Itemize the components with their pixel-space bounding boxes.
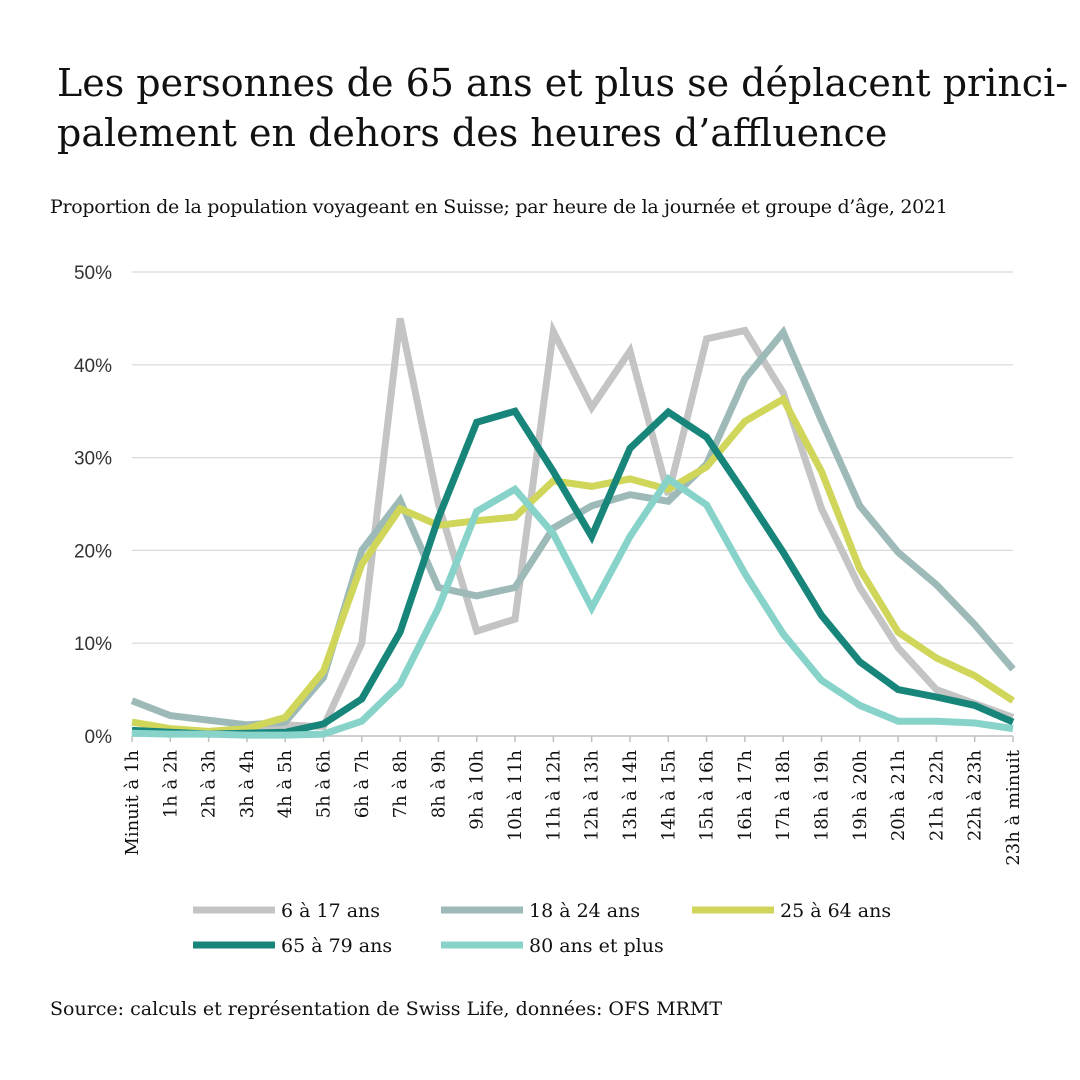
title-line-2: palement en dehors des heures d’affluenc… [57, 111, 888, 155]
grid-lines [132, 271, 1013, 644]
series-line-25-a-64-ans [131, 394, 1015, 735]
x-tick-label: 2h à 3h [199, 750, 220, 819]
x-tick-label: 5h à 6h [314, 750, 335, 819]
title-line-1: Les personnes de 65 ans et plus se dépla… [57, 61, 1069, 105]
legend-label-25-a-64-ans: 25 à 64 ans [780, 900, 891, 922]
y-tick-label: 0% [85, 727, 113, 748]
legend-label-65-a-79-ans: 65 à 79 ans [281, 935, 392, 957]
x-tick-label: 22h à 23h [965, 750, 986, 842]
x-tick-label: 8h à 9h [428, 750, 449, 819]
x-tick-label: 10h à 11h [505, 750, 526, 842]
x-tick-label: 18h à 19h [811, 750, 832, 842]
x-tick-label: 1h à 2h [160, 750, 181, 819]
x-tick-label: 4h à 5h [275, 750, 296, 819]
x-tick-label: 20h à 21h [888, 750, 909, 842]
x-tick-label: 6h à 7h [352, 750, 373, 819]
chart-subtitle: Proportion de la population voyageant en… [50, 196, 948, 218]
source-note: Source: calculs et représentation de Swi… [50, 998, 723, 1020]
page-title: Les personnes de 65 ans et plus se dépla… [57, 58, 1069, 158]
x-tick-label: 11h à 12h [543, 750, 564, 842]
x-tick-label: 16h à 17h [735, 750, 756, 842]
legend-label-6-a-17-ans: 6 à 17 ans [281, 900, 380, 922]
x-tick-label: 19h à 20h [850, 750, 871, 842]
x-tick-label: 17h à 18h [773, 750, 794, 842]
x-tick-label: 21h à 22h [926, 750, 947, 842]
x-tick-label: 12h à 13h [582, 750, 603, 842]
series-lines [130, 317, 1016, 739]
x-tick-label: 13h à 14h [620, 750, 641, 842]
legend-label-18-a-24-ans: 18 à 24 ans [529, 900, 640, 922]
series-line-6-a-17-ans [131, 317, 1015, 737]
y-tick-label: 20% [74, 541, 112, 562]
x-axis-ticks: Minuit à 1h 1h à 2h 2h à 3h 3h à 4h 4h à 5h 5… [122, 749, 1024, 865]
x-tick-label: 9h à 10h [467, 750, 488, 830]
legend-label-80-ans-et-plus: 80 ans et plus [529, 935, 664, 957]
y-tick-label: 10% [74, 634, 112, 655]
series-line-80-ans-et-plus [131, 474, 1014, 739]
y-tick-label: 40% [74, 356, 112, 377]
y-tick-label: 50% [74, 263, 112, 284]
series-line-18-a-24-ans [130, 325, 1016, 729]
x-tick-label: 14h à 15h [658, 750, 679, 842]
legend: 6 à 17 ans 18 à 24 ans 25 à 64 ans 65 à 79 … [193, 900, 891, 957]
x-tick-label: 3h à 4h [237, 750, 258, 819]
y-tick-label: 30% [74, 449, 112, 470]
x-tick-label: 7h à 8h [390, 750, 411, 819]
y-axis-ticks: 0% 10% 20% 30% 40% 50% [74, 263, 112, 748]
x-tick-label: 23h à minuit [1003, 749, 1024, 865]
x-tick-label: 15h à 16h [697, 750, 718, 842]
x-tick-label: Minuit à 1h [122, 750, 143, 856]
